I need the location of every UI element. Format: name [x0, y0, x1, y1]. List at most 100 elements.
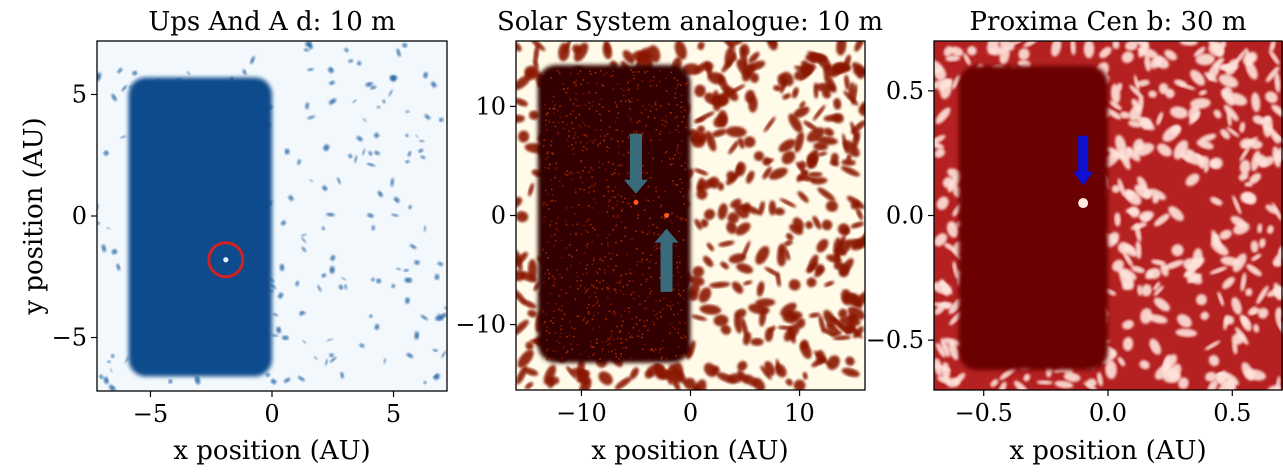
noise: [568, 135, 570, 137]
speckle: [516, 365, 528, 385]
speckle: [689, 275, 705, 286]
noise: [557, 70, 560, 72]
speckle: [816, 136, 838, 145]
speckle: [521, 299, 537, 309]
noise: [577, 203, 580, 206]
noise: [561, 318, 564, 320]
noise: [560, 288, 562, 291]
noise: [596, 342, 598, 344]
noise: [641, 231, 644, 233]
speckle: [117, 67, 123, 74]
noise: [612, 190, 614, 192]
speckle: [344, 284, 347, 290]
noise: [675, 184, 678, 186]
noise: [618, 331, 621, 333]
speckle: [748, 95, 758, 113]
speckle: [839, 315, 861, 327]
speckle: [1218, 74, 1239, 88]
speckle: [1112, 41, 1120, 50]
noise: [591, 241, 593, 243]
noise: [616, 337, 619, 340]
speckle: [1083, 41, 1095, 59]
noise: [656, 226, 658, 229]
speckle: [1099, 46, 1112, 59]
noise: [568, 244, 571, 246]
speckle: [403, 268, 409, 272]
speckle: [1017, 59, 1031, 68]
speckle: [854, 41, 865, 52]
x-tick-label: 0.0: [1089, 399, 1127, 427]
noise: [611, 252, 614, 255]
noise: [683, 334, 685, 337]
speckle: [825, 200, 839, 212]
noise: [583, 188, 585, 191]
noise: [586, 142, 588, 144]
speckle: [779, 198, 797, 208]
noise: [572, 172, 575, 174]
noise: [597, 234, 599, 237]
speckle: [693, 117, 706, 124]
speckle: [778, 139, 796, 153]
noise: [591, 176, 593, 178]
noise: [548, 107, 551, 110]
noise: [581, 121, 584, 124]
noise: [684, 168, 686, 171]
noise: [630, 117, 632, 119]
noise: [635, 247, 638, 250]
noise: [633, 77, 636, 80]
speckle: [406, 353, 414, 358]
speckle: [1210, 196, 1223, 206]
noise: [580, 160, 583, 162]
noise: [636, 121, 639, 124]
noise: [616, 103, 618, 106]
noise: [607, 161, 610, 163]
noise: [570, 343, 572, 345]
noise: [643, 70, 645, 73]
speckle: [725, 126, 747, 138]
noise: [572, 103, 575, 105]
noise: [628, 175, 631, 178]
noise: [647, 358, 650, 361]
speckle: [846, 195, 865, 209]
noise: [620, 337, 622, 340]
noise: [622, 347, 625, 349]
noise: [585, 134, 588, 136]
noise: [547, 256, 549, 259]
speckle: [1239, 121, 1246, 133]
noise: [620, 353, 622, 355]
noise: [637, 261, 639, 263]
noise: [593, 228, 596, 231]
noise: [659, 133, 661, 135]
noise: [594, 91, 597, 94]
noise: [615, 292, 618, 294]
speckle: [317, 285, 322, 292]
noise: [594, 139, 597, 142]
noise: [659, 247, 662, 250]
speckle: [780, 302, 797, 317]
noise: [660, 204, 663, 207]
noise: [657, 196, 660, 198]
noise: [575, 233, 577, 236]
noise: [614, 168, 617, 171]
noise: [582, 92, 585, 95]
speckle: [743, 280, 753, 286]
speckle: [301, 311, 306, 315]
speckle: [390, 75, 398, 82]
noise: [598, 166, 601, 169]
noise: [599, 135, 602, 137]
noise: [576, 171, 579, 173]
speckle: [746, 170, 755, 184]
noise: [640, 336, 643, 339]
noise: [550, 220, 553, 223]
noise: [614, 129, 617, 131]
speckle: [646, 364, 665, 376]
noise: [546, 347, 549, 350]
noise: [561, 121, 564, 123]
noise: [592, 259, 595, 262]
speckle: [265, 373, 270, 377]
noise: [677, 328, 680, 330]
speckle: [132, 70, 138, 76]
noise: [614, 313, 616, 316]
noise: [677, 302, 680, 305]
noise: [565, 91, 568, 94]
